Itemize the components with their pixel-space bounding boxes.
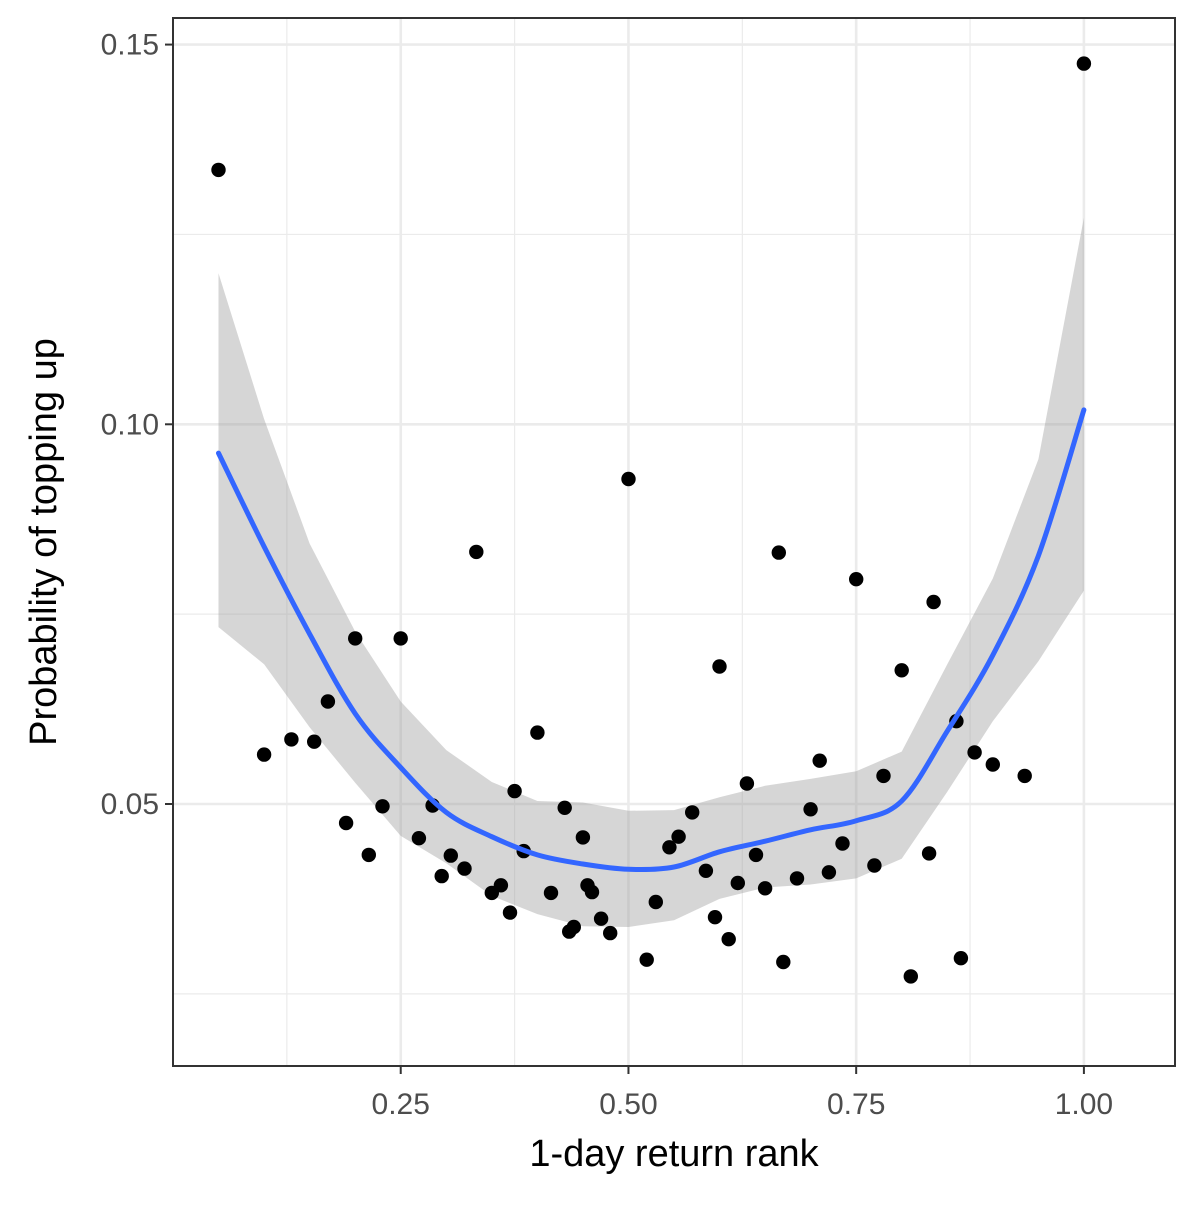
data-point — [621, 471, 636, 487]
data-point — [434, 868, 449, 884]
data-point — [707, 910, 723, 925]
data-point — [867, 858, 882, 873]
data-point — [375, 799, 390, 814]
x-tick-label: 0.50 — [599, 1088, 657, 1121]
data-point — [256, 747, 272, 762]
y-axis-ticks: 0.05 0.10 0.15 — [101, 29, 173, 821]
confidence-band — [218, 217, 1084, 927]
data-point — [821, 865, 837, 880]
data-point — [776, 954, 791, 970]
data-point — [1017, 768, 1032, 784]
data-point — [748, 847, 764, 863]
data-point — [393, 631, 408, 646]
data-point — [648, 894, 663, 910]
data-point — [953, 951, 969, 966]
major-gridlines — [173, 18, 1175, 1066]
data-point — [543, 885, 559, 901]
data-point — [803, 802, 818, 817]
data-point — [338, 815, 354, 831]
y-tick-label: 0.05 — [101, 788, 159, 821]
data-point — [411, 831, 427, 846]
data-point — [493, 878, 509, 893]
data-point — [469, 544, 484, 560]
data-point — [348, 631, 363, 646]
data-point — [757, 881, 773, 896]
data-point — [584, 884, 600, 900]
y-tick-label: 0.15 — [101, 29, 159, 62]
data-point — [789, 871, 805, 886]
data-point — [835, 836, 850, 851]
data-point — [721, 932, 736, 947]
data-point — [894, 663, 909, 678]
data-point — [593, 911, 609, 926]
data-point — [876, 768, 891, 784]
data-point — [502, 905, 518, 920]
data-point — [320, 694, 336, 709]
y-axis-title: Probability of topping up — [23, 338, 65, 746]
data-point — [566, 919, 581, 935]
data-point — [739, 776, 755, 791]
panel-border — [172, 17, 1176, 1067]
data-point — [557, 800, 572, 815]
data-point — [361, 847, 376, 863]
data-point — [530, 725, 545, 740]
data-point — [685, 805, 700, 820]
plot-panel — [173, 18, 1175, 1066]
x-tick-label: 0.75 — [827, 1088, 885, 1121]
data-point — [771, 545, 786, 560]
data-point — [307, 734, 322, 749]
data-point — [921, 846, 937, 861]
data-point — [849, 572, 864, 587]
data-point — [284, 732, 299, 747]
data-point — [698, 863, 714, 878]
data-point — [1076, 56, 1092, 71]
data-point — [926, 594, 941, 610]
data-points — [211, 56, 1092, 984]
data-point — [575, 830, 591, 845]
data-point — [967, 745, 982, 760]
data-point — [903, 969, 918, 984]
data-point — [662, 840, 677, 855]
data-point — [443, 848, 458, 863]
data-point — [211, 162, 226, 178]
data-point — [671, 829, 686, 844]
data-point — [812, 753, 827, 768]
x-axis-title: 1-day return rank — [529, 1133, 819, 1175]
smooth-trend-line — [216, 407, 1087, 873]
x-tick-label: 1.00 — [1055, 1088, 1113, 1121]
data-point — [985, 757, 1000, 772]
x-axis-ticks: 0.25 0.50 0.75 1.00 — [372, 1066, 1113, 1121]
data-point — [457, 861, 472, 876]
data-point — [603, 925, 618, 941]
data-point — [730, 875, 745, 891]
x-tick-label: 0.25 — [372, 1088, 430, 1121]
data-point — [712, 659, 727, 674]
minor-gridlines — [173, 18, 1175, 1066]
y-tick-label: 0.10 — [101, 408, 159, 441]
data-point — [507, 783, 522, 799]
data-point — [639, 952, 654, 967]
